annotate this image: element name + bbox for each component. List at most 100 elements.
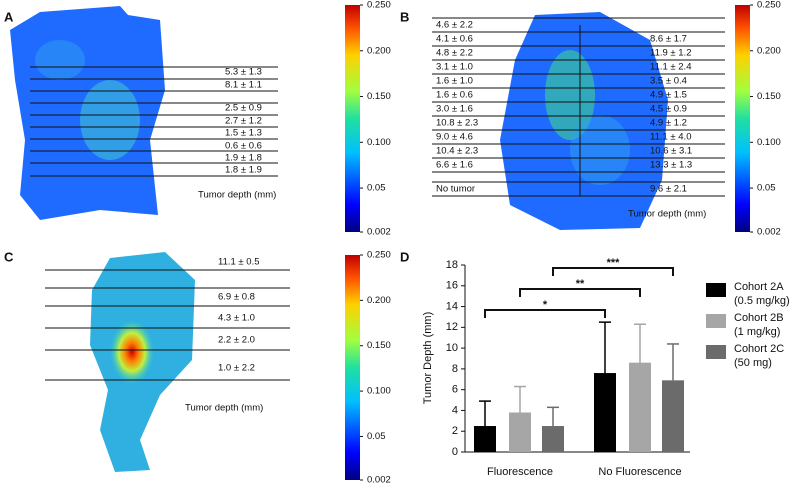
y-tick-label: 6 [452, 384, 458, 396]
colorbar-tick-label: 0.150 [757, 91, 781, 102]
x-tick-label: Fluorescence [487, 466, 553, 478]
significance-bracket [484, 309, 606, 318]
tissue-image-a [10, 6, 165, 220]
legend-label: Cohort 2C [734, 343, 784, 355]
bar [629, 362, 651, 452]
bar [509, 412, 531, 452]
depth-label: 9.6 ± 2.1 [650, 184, 687, 195]
significance-label: *** [607, 257, 621, 269]
y-tick-label: 16 [446, 280, 458, 292]
y-tick-label: 4 [452, 404, 458, 416]
depth-label: 4.9 ± 1.2 [650, 118, 687, 129]
depth-label: 2.5 ± 0.9 [225, 103, 262, 114]
legend-swatch [706, 283, 726, 297]
legend-dose: (1 mg/kg) [734, 326, 780, 338]
colorbar-tick-label: 0.200 [367, 45, 391, 56]
panel-label: B [400, 9, 409, 24]
colorbar-tick-label: 0.100 [367, 137, 391, 148]
significance-label: ** [576, 278, 585, 290]
tissue-image-c [90, 252, 195, 472]
bar [594, 373, 616, 452]
depth-label: 11.1 ± 0.5 [218, 257, 259, 268]
depth-label: 6.6 ± 1.6 [436, 160, 473, 171]
y-tick-label: 14 [446, 300, 458, 312]
depth-label: 4.6 ± 2.2 [436, 20, 473, 31]
depth-label: 11.9 ± 1.2 [650, 48, 691, 59]
depth-label: 4.3 ± 1.0 [218, 313, 255, 324]
colorbar [345, 5, 360, 232]
depth-label: 3.5 ± 0.4 [650, 76, 687, 87]
colorbar-tick-label: 0.05 [757, 183, 776, 194]
y-tick-label: 8 [452, 363, 458, 375]
depth-label: 4.5 ± 0.9 [650, 104, 687, 115]
depth-label: 1.6 ± 0.6 [436, 90, 473, 101]
depth-label: 6.9 ± 0.8 [218, 292, 255, 303]
significance-label: * [543, 299, 548, 311]
depth-axis-label: Tumor depth (mm) [185, 403, 263, 414]
colorbar-tick-label: 0.05 [367, 431, 386, 442]
depth-label: 4.9 ± 1.5 [650, 90, 687, 101]
y-tick-label: 10 [446, 342, 458, 354]
depth-label: 13.3 ± 1.3 [650, 160, 692, 171]
panel-label: D [400, 249, 409, 264]
bar [662, 380, 684, 452]
depth-label: 10.8 ± 2.3 [436, 118, 478, 129]
legend-swatch [706, 345, 726, 359]
colorbar-tick-label: 0.150 [367, 91, 391, 102]
colorbar-tick-label: 0.250 [757, 0, 781, 11]
depth-label: 11.1 ± 4.0 [650, 132, 691, 143]
depth-label: 8.1 ± 1.1 [225, 80, 262, 91]
depth-label: 9.0 ± 4.6 [436, 132, 473, 143]
depth-label: 1.9 ± 1.8 [225, 153, 262, 164]
depth-label: 1.8 ± 1.9 [225, 165, 262, 176]
colorbar-tick-label: 0.002 [757, 227, 781, 238]
colorbar [345, 255, 360, 480]
colorbar [735, 5, 750, 232]
depth-label: 2.7 ± 1.2 [225, 116, 262, 127]
colorbar-tick-label: 0.150 [367, 340, 391, 351]
depth-label: 11.1 ± 2.4 [650, 62, 691, 73]
depth-label: 3.0 ± 1.6 [436, 104, 473, 115]
depth-axis-label: Tumor depth (mm) [198, 190, 276, 201]
depth-label: 2.2 ± 2.0 [218, 335, 255, 346]
legend-label: Cohort 2A [734, 281, 784, 293]
depth-axis-label: Tumor depth (mm) [628, 209, 706, 220]
depth-label: 1.5 ± 1.3 [225, 128, 262, 139]
legend-dose: (50 mg) [734, 357, 772, 369]
depth-label: 4.8 ± 2.2 [436, 48, 473, 59]
bar [474, 426, 496, 452]
colorbar-tick-label: 0.100 [757, 137, 781, 148]
depth-label: 10.4 ± 2.3 [436, 146, 478, 157]
depth-label: 1.6 ± 1.0 [436, 76, 473, 87]
y-tick-label: 0 [452, 446, 458, 458]
y-tick-label: 12 [446, 321, 458, 333]
bar [542, 426, 564, 452]
colorbar-tick-label: 0.002 [367, 227, 391, 238]
colorbar-tick-label: 0.002 [367, 475, 391, 484]
panel-label: C [4, 249, 14, 264]
legend-dose: (0.5 mg/kg) [734, 295, 790, 307]
depth-label: 8.6 ± 1.7 [650, 34, 687, 45]
depth-label: 5.3 ± 1.3 [225, 67, 262, 78]
legend-swatch [706, 314, 726, 328]
colorbar-tick-label: 0.200 [367, 295, 391, 306]
depth-label: 0.6 ± 0.6 [225, 141, 262, 152]
significance-bracket [552, 267, 674, 276]
colorbar-tick-label: 0.250 [367, 0, 391, 11]
depth-label: 3.1 ± 1.0 [436, 62, 473, 73]
x-tick-label: No Fluorescence [598, 466, 681, 478]
depth-label: 1.0 ± 2.2 [218, 363, 255, 374]
tissue-image-b [500, 12, 668, 230]
colorbar-tick-label: 0.200 [757, 45, 781, 56]
legend-label: Cohort 2B [734, 312, 784, 324]
y-axis-label: Tumor Depth (mm) [422, 312, 434, 405]
colorbar-tick-label: 0.05 [367, 183, 386, 194]
depth-label: No tumor [436, 184, 475, 195]
y-tick-label: 2 [452, 425, 458, 437]
colorbar-tick-label: 0.250 [367, 250, 391, 261]
colorbar-tick-label: 0.100 [367, 386, 391, 397]
panel-label: A [4, 9, 14, 24]
depth-label: 4.1 ± 0.6 [436, 34, 473, 45]
depth-label: 10.6 ± 3.1 [650, 146, 692, 157]
